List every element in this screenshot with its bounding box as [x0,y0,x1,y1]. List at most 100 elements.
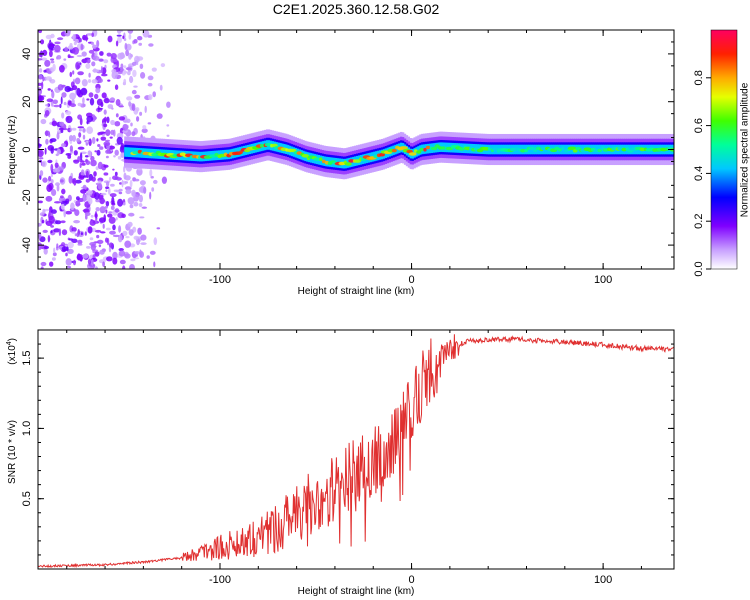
heatmap-noise-cell [119,182,122,185]
heatmap-noise-cell [141,206,147,209]
heatmap-noise-cell [61,112,65,119]
heatmap-noise-cell [127,197,135,205]
snr-x-ticks: -100 0 100 [66,330,642,586]
heatmap-noise-cell [56,55,62,60]
heatmap-core-cell [564,148,568,153]
heatmap-noise-cell [105,129,111,137]
heatmap-noise-cell [56,184,60,192]
heatmap-noise-cell [71,127,77,131]
heatmap-noise-cell [114,149,119,156]
heatmap-noise-cell [139,216,145,219]
heatmap-noise-cell [79,62,82,65]
heatmap-noise-cell [86,140,89,143]
heatmap-noise-cell [44,208,50,212]
heatmap-noise-cell [107,104,114,109]
heatmap-noise-cell [74,179,82,184]
heatmap-noise-cell [64,46,68,52]
heatmap-noise-cell [89,237,94,241]
heatmap-noise-cell [44,130,51,136]
heatmap-noise-cell [106,116,110,124]
heatmap-noise-cell [56,148,61,155]
heatmap-noise-cell [50,230,53,234]
heatmap-noise-cell [61,188,66,195]
heatmap-noise-cell [144,105,147,113]
heatmap-core-cell [379,152,385,157]
heatmap-noise-cell [113,155,116,158]
heatmap-noise-cell [76,253,84,261]
heatmap-noise-cell [83,195,86,203]
heatmap-noise-cell [106,227,111,231]
heatmap-noise-cell [98,199,106,203]
heatmap-noise-cell [121,179,124,188]
heatmap-noise-cell [103,172,109,176]
heatmap-noise-cell [91,32,94,38]
heatmap-noise-cell [99,249,105,255]
heatmap-noise-cell [128,52,132,60]
heatmap-noise-cell [38,74,43,80]
heatmap-noise-cell [95,166,99,171]
heatmap-noise-cell [114,171,118,177]
heatmap-noise-cell [136,116,140,122]
heatmap-noise-cell [109,230,116,235]
heatmap-noise-cell [101,73,108,77]
heatmap-core-cell [441,146,446,150]
heatmap-noise-cell [52,99,58,105]
heatmap-noise-cell [150,175,154,179]
heatmap-noise-cell [108,216,116,224]
heatmap-noise-cell [137,227,142,235]
heatmap-noise-cell [100,231,106,234]
heatmap-noise-cell [105,209,108,214]
heatmap-noise-cell [42,76,45,82]
heatmap-noise-cell [96,234,100,239]
heatmap-noise-cell [105,186,110,189]
heatmap-noise-cell [124,181,129,184]
heatmap-noise-cell [108,211,113,214]
heatmap-noise-cell [114,121,121,127]
heatmap-noise-cell [65,252,68,257]
heatmap-noise-cell [97,107,104,110]
heatmap-noise-cell [38,242,43,251]
heatmap-noise-cell [148,94,153,101]
heatmap-noise-cell [76,232,80,238]
heatmap-core-cell [399,146,408,150]
heatmap-noise-cell [127,221,133,227]
colorbar: 0.0 0.2 0.4 0.6 0.8 Normalized spectral ampl… [693,29,750,277]
heatmap-noise-cell [90,214,94,218]
heatmap-noise-cell [112,234,120,238]
colorbar-tick-label: 0.8 [693,70,705,85]
heatmap-noise-cell [118,116,126,121]
heatmap-noise-cell [124,42,128,51]
heatmap-noise-cell [69,43,73,48]
heatmap-noise-cell [115,217,118,221]
colorbar-ticks: 0.0 0.2 0.4 0.6 0.8 [693,70,711,277]
heatmap-noise-cell [119,145,126,154]
heatmap-noise-cell [133,39,138,44]
heatmap-noise-cell [91,79,98,84]
heatmap-noise-cell [96,138,99,142]
heatmap-core-cell [557,148,562,152]
heatmap-noise-cell [38,200,43,204]
heatmap-noise-cell [85,178,90,183]
heatmap-noise-cell [85,63,91,69]
heatmap-noise-cell [56,243,59,249]
heatmap-noise-cell [105,201,110,207]
heatmap-noise-cell [53,44,61,53]
heatmap-noise-cell [153,237,158,246]
heatmap-noise-cell [53,228,61,233]
heatmap-noise-cell [62,128,68,131]
heatmap-noise-cell [133,85,138,88]
heatmap-noise-cell [80,87,88,96]
heatmap-noise-cell [58,166,65,171]
heatmap-noise-cell [38,87,43,96]
heatmap-noise-cell [161,176,167,184]
heatmap-noise-cell [143,186,147,194]
heatmap-noise-cell [59,103,62,109]
heatmap-noise-cell [82,209,89,213]
heatmap-noise-cell [97,239,104,244]
heatmap-noise-cell [120,152,126,158]
heatmap-noise-cell [80,232,83,236]
heatmap-noise-cell [126,70,131,76]
heatmap-noise-cell [73,177,77,186]
heatmap-noise-cell [130,258,136,262]
heatmap-noise-cell [94,150,97,153]
